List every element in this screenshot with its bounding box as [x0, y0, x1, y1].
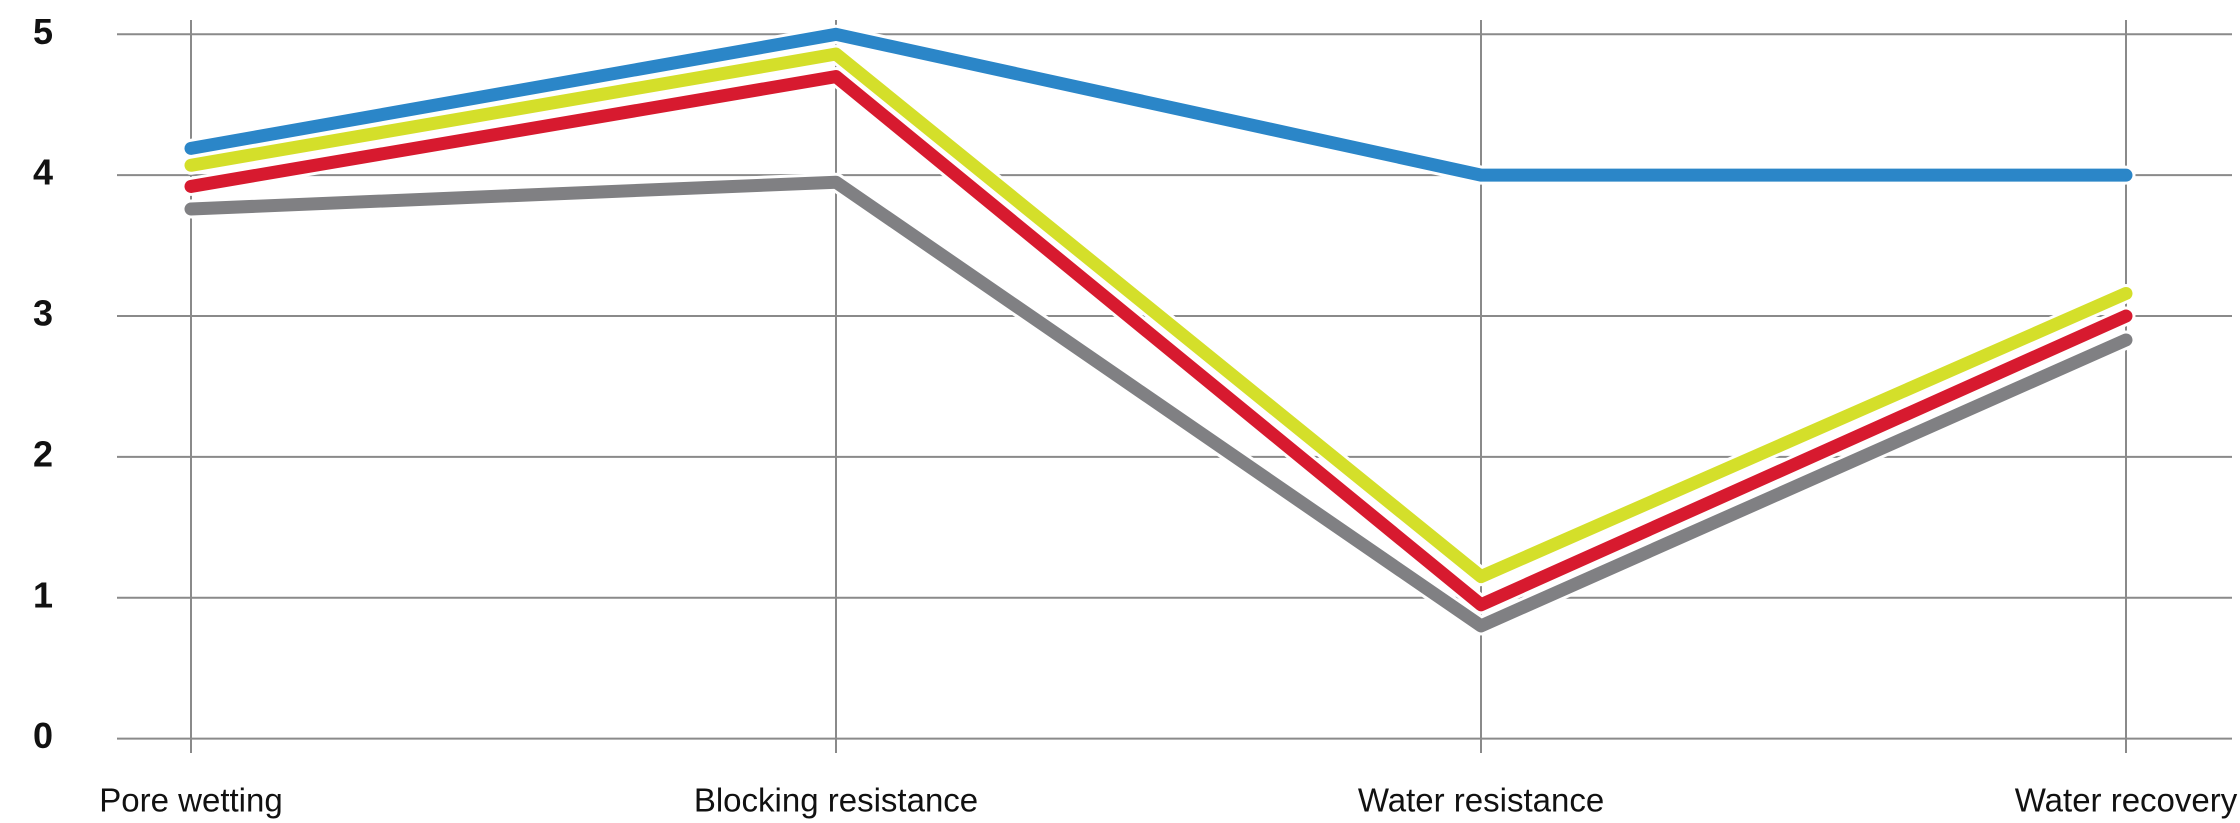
series-line: [184, 70, 2133, 612]
y-tick-label: 5: [33, 11, 53, 52]
series-line: [184, 175, 2133, 633]
y-tick-label: 0: [33, 715, 53, 756]
y-tick-label: 1: [33, 574, 53, 615]
x-tick-label: Blocking resistance: [694, 782, 978, 819]
y-tick-label: 3: [33, 293, 53, 334]
series-line: [184, 47, 2133, 584]
series-line: [184, 27, 2133, 182]
x-tick-label: Pore wetting: [99, 782, 282, 819]
x-tick-label: Water recovery: [2015, 782, 2238, 819]
y-tick-label: 2: [33, 433, 53, 474]
y-tick-label: 4: [33, 152, 53, 193]
x-tick-label: Water resistance: [1358, 782, 1604, 819]
